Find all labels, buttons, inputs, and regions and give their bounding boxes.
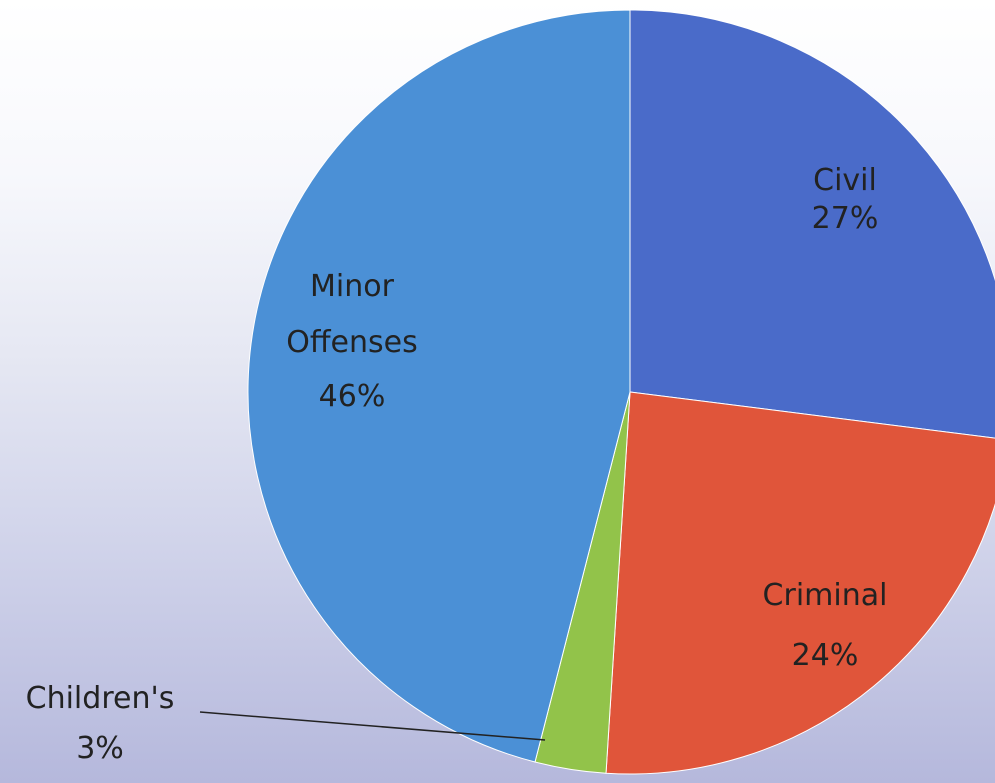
slice-percent-civil: 27% xyxy=(812,201,879,236)
slice-percent-minor-offenses: 46% xyxy=(319,379,386,414)
pie-slice-minor-offenses xyxy=(247,9,631,763)
leader-line-children-s xyxy=(199,711,546,741)
slice-percent-children-s: 3% xyxy=(76,731,124,766)
slice-label-criminal: Criminal xyxy=(763,578,888,613)
pie-slices xyxy=(247,9,995,775)
slice-label-civil: Civil xyxy=(813,163,877,198)
slice-label-children-s: Children's xyxy=(26,681,175,716)
slice-percent-criminal: 24% xyxy=(792,638,859,673)
pie-slice-criminal xyxy=(605,391,995,775)
slice-label-minor-offenses: Minor Offenses xyxy=(286,269,417,360)
pie-slice-civil xyxy=(629,9,995,439)
